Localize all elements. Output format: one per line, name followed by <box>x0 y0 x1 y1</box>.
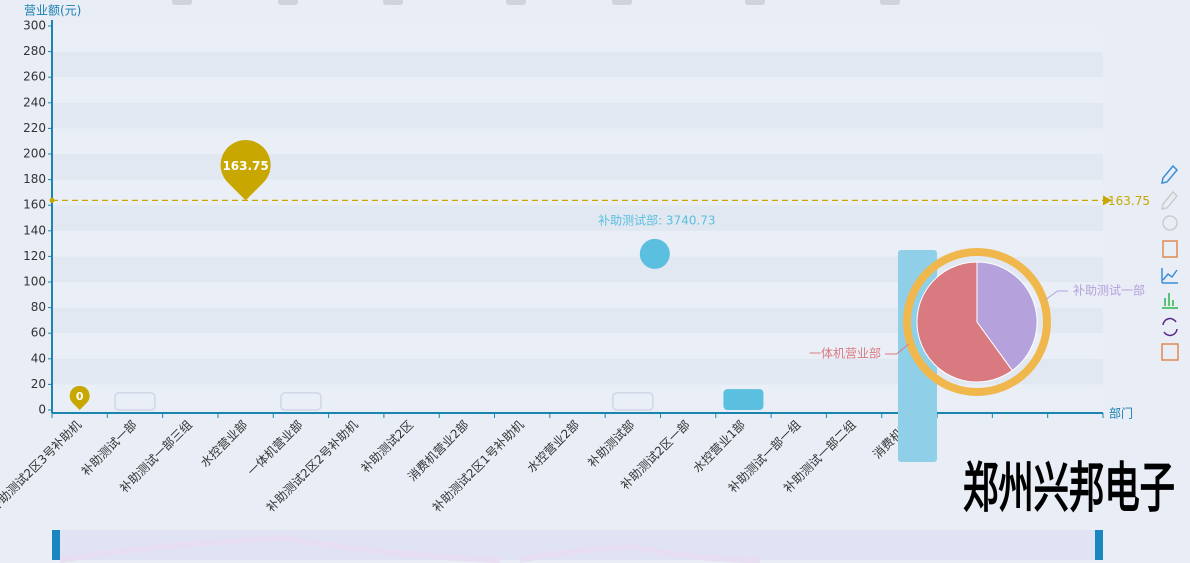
mark-point-label: 163.75 <box>222 159 268 173</box>
split-area <box>52 77 1103 103</box>
mark-point-label: 0 <box>76 390 84 403</box>
tool-icon[interactable] <box>1161 164 1179 184</box>
split-area <box>52 128 1103 154</box>
mark-point <box>69 385 90 410</box>
bar <box>612 392 654 411</box>
split-area <box>52 230 1103 257</box>
tool-icon[interactable] <box>1161 343 1179 361</box>
pie-ring <box>903 248 1051 396</box>
legend-swatch[interactable] <box>383 0 403 5</box>
split-area <box>52 179 1103 206</box>
y-tick-label: 280 <box>23 44 46 58</box>
zoom-track <box>52 530 1103 560</box>
pie-label: 补助测试一部 <box>1073 283 1145 298</box>
pie-leader <box>1045 290 1068 301</box>
legend-swatch[interactable] <box>278 0 298 5</box>
tool-icon[interactable] <box>1162 293 1178 309</box>
bar <box>723 389 764 410</box>
bar <box>280 392 322 411</box>
y-tick-label: 220 <box>23 121 46 135</box>
y-tick-label: 240 <box>23 95 46 109</box>
mark-line-label: 163.75 <box>1108 194 1150 208</box>
y-tick-label: 80 <box>31 300 46 314</box>
legend-swatch[interactable] <box>506 0 526 5</box>
toolbox <box>1161 164 1179 361</box>
legend-swatch[interactable] <box>612 0 632 5</box>
y-axis-label: 营业额(元) <box>24 4 81 18</box>
tool-icon[interactable] <box>1162 317 1178 337</box>
y-tick-label: 0 <box>38 403 46 417</box>
legend-fragment <box>172 0 900 5</box>
y-tick-label: 180 <box>23 172 46 186</box>
split-area <box>52 26 1103 52</box>
zoom-handle[interactable] <box>1095 530 1103 560</box>
tool-icon[interactable] <box>1161 268 1178 284</box>
pie-slice <box>976 261 1038 372</box>
y-tick-label: 140 <box>23 223 46 237</box>
y-tick-label: 40 <box>31 351 46 365</box>
y-tick-label: 300 <box>23 19 46 33</box>
y-tick-label: 20 <box>31 377 46 391</box>
tool-icon[interactable] <box>1161 190 1179 210</box>
pie-label: 一体机营业部 <box>809 346 881 361</box>
legend-swatch[interactable] <box>172 0 192 5</box>
split-area <box>52 205 1103 231</box>
data-zoom <box>52 530 1103 563</box>
mark-point <box>220 140 271 201</box>
bar <box>114 392 156 411</box>
y-tick-label: 200 <box>23 147 46 161</box>
x-axis-label: 部门 <box>1109 406 1133 421</box>
y-tick-label: 120 <box>23 249 46 263</box>
watermark: 郑州兴邦电子 <box>963 457 1175 520</box>
pie-leader <box>885 343 909 355</box>
pie-slice <box>916 261 1013 383</box>
zoom-handle[interactable] <box>52 530 60 560</box>
y-tick-label: 60 <box>31 326 46 340</box>
bubble-label: 补助测试部: 3740.73 <box>598 212 715 227</box>
split-area <box>52 51 1103 78</box>
tool-icon[interactable] <box>1162 240 1178 258</box>
mark-line-start <box>49 197 55 203</box>
split-area <box>52 102 1103 129</box>
legend-swatch[interactable] <box>880 0 900 5</box>
zoom-preview <box>59 534 761 563</box>
y-tick-label: 160 <box>23 198 46 212</box>
y-tick-label: 260 <box>23 70 46 84</box>
bubble <box>639 238 670 269</box>
mark-line-arrow <box>1103 195 1112 206</box>
legend-swatch[interactable] <box>745 0 765 5</box>
tool-icon[interactable] <box>1162 215 1178 231</box>
y-tick-label: 100 <box>23 275 46 289</box>
split-area <box>52 154 1103 180</box>
